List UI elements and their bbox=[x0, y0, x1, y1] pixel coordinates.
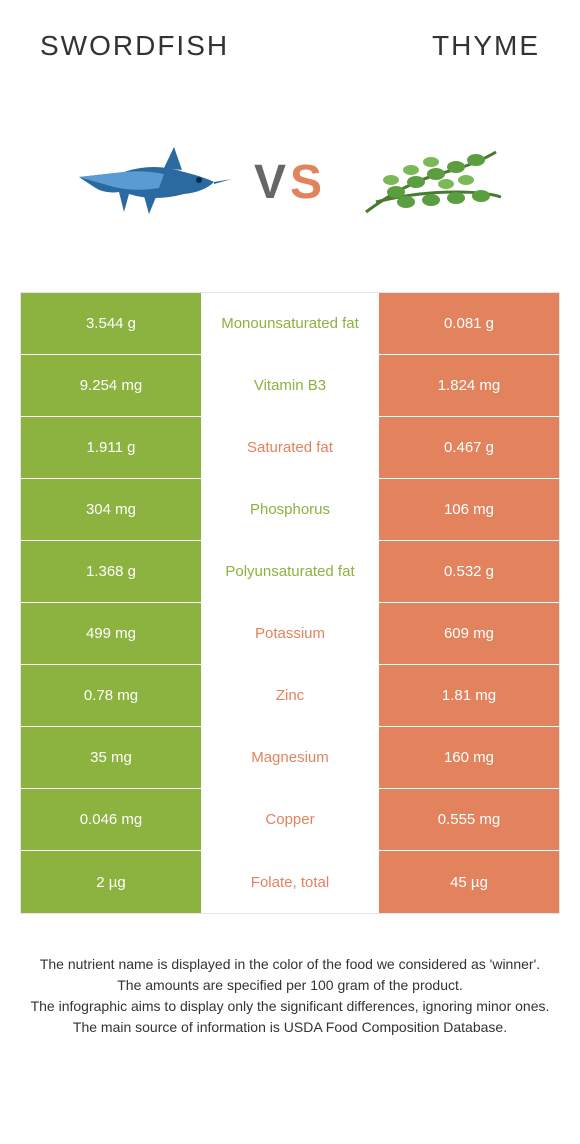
swordfish-icon bbox=[74, 102, 234, 262]
cell-right-value: 160 mg bbox=[379, 727, 559, 788]
cell-nutrient-label: Potassium bbox=[201, 603, 379, 664]
cell-left-value: 0.046 mg bbox=[21, 789, 201, 850]
header: SWORDFISH THYME bbox=[20, 20, 560, 92]
cell-right-value: 0.081 g bbox=[379, 293, 559, 354]
cell-left-value: 3.544 g bbox=[21, 293, 201, 354]
vs-s: S bbox=[290, 156, 326, 209]
cell-nutrient-label: Polyunsaturated fat bbox=[201, 541, 379, 602]
footer-line: The infographic aims to display only the… bbox=[30, 996, 550, 1017]
cell-nutrient-label: Vitamin B3 bbox=[201, 355, 379, 416]
cell-nutrient-label: Phosphorus bbox=[201, 479, 379, 540]
title-left: SWORDFISH bbox=[40, 30, 229, 62]
table-row: 3.544 gMonounsaturated fat0.081 g bbox=[21, 293, 559, 355]
thyme-icon bbox=[346, 102, 506, 262]
cell-right-value: 0.555 mg bbox=[379, 789, 559, 850]
footer-line: The main source of information is USDA F… bbox=[30, 1017, 550, 1038]
cell-right-value: 106 mg bbox=[379, 479, 559, 540]
table-row: 0.046 mgCopper0.555 mg bbox=[21, 789, 559, 851]
footer-line: The nutrient name is displayed in the co… bbox=[30, 954, 550, 975]
cell-nutrient-label: Saturated fat bbox=[201, 417, 379, 478]
table-row: 9.254 mgVitamin B31.824 mg bbox=[21, 355, 559, 417]
cell-nutrient-label: Zinc bbox=[201, 665, 379, 726]
cell-right-value: 45 µg bbox=[379, 851, 559, 913]
cell-right-value: 609 mg bbox=[379, 603, 559, 664]
cell-nutrient-label: Folate, total bbox=[201, 851, 379, 913]
cell-nutrient-label: Monounsaturated fat bbox=[201, 293, 379, 354]
vs-label: VS bbox=[254, 155, 326, 210]
table-row: 1.911 gSaturated fat0.467 g bbox=[21, 417, 559, 479]
table-row: 35 mgMagnesium160 mg bbox=[21, 727, 559, 789]
cell-left-value: 9.254 mg bbox=[21, 355, 201, 416]
cell-left-value: 2 µg bbox=[21, 851, 201, 913]
cell-left-value: 304 mg bbox=[21, 479, 201, 540]
cell-left-value: 1.368 g bbox=[21, 541, 201, 602]
cell-nutrient-label: Magnesium bbox=[201, 727, 379, 788]
table-row: 1.368 gPolyunsaturated fat0.532 g bbox=[21, 541, 559, 603]
cell-right-value: 0.532 g bbox=[379, 541, 559, 602]
footer-notes: The nutrient name is displayed in the co… bbox=[20, 914, 560, 1038]
cell-right-value: 1.81 mg bbox=[379, 665, 559, 726]
table-row: 2 µgFolate, total45 µg bbox=[21, 851, 559, 913]
title-right: THYME bbox=[432, 30, 540, 62]
cell-left-value: 1.911 g bbox=[21, 417, 201, 478]
cell-nutrient-label: Copper bbox=[201, 789, 379, 850]
cell-left-value: 0.78 mg bbox=[21, 665, 201, 726]
cell-left-value: 499 mg bbox=[21, 603, 201, 664]
comparison-table: 3.544 gMonounsaturated fat0.081 g9.254 m… bbox=[20, 292, 560, 914]
cell-right-value: 0.467 g bbox=[379, 417, 559, 478]
cell-right-value: 1.824 mg bbox=[379, 355, 559, 416]
table-row: 0.78 mgZinc1.81 mg bbox=[21, 665, 559, 727]
table-row: 499 mgPotassium609 mg bbox=[21, 603, 559, 665]
vs-v: V bbox=[254, 156, 290, 209]
footer-line: The amounts are specified per 100 gram o… bbox=[30, 975, 550, 996]
vs-row: VS bbox=[20, 92, 560, 292]
cell-left-value: 35 mg bbox=[21, 727, 201, 788]
table-row: 304 mgPhosphorus106 mg bbox=[21, 479, 559, 541]
